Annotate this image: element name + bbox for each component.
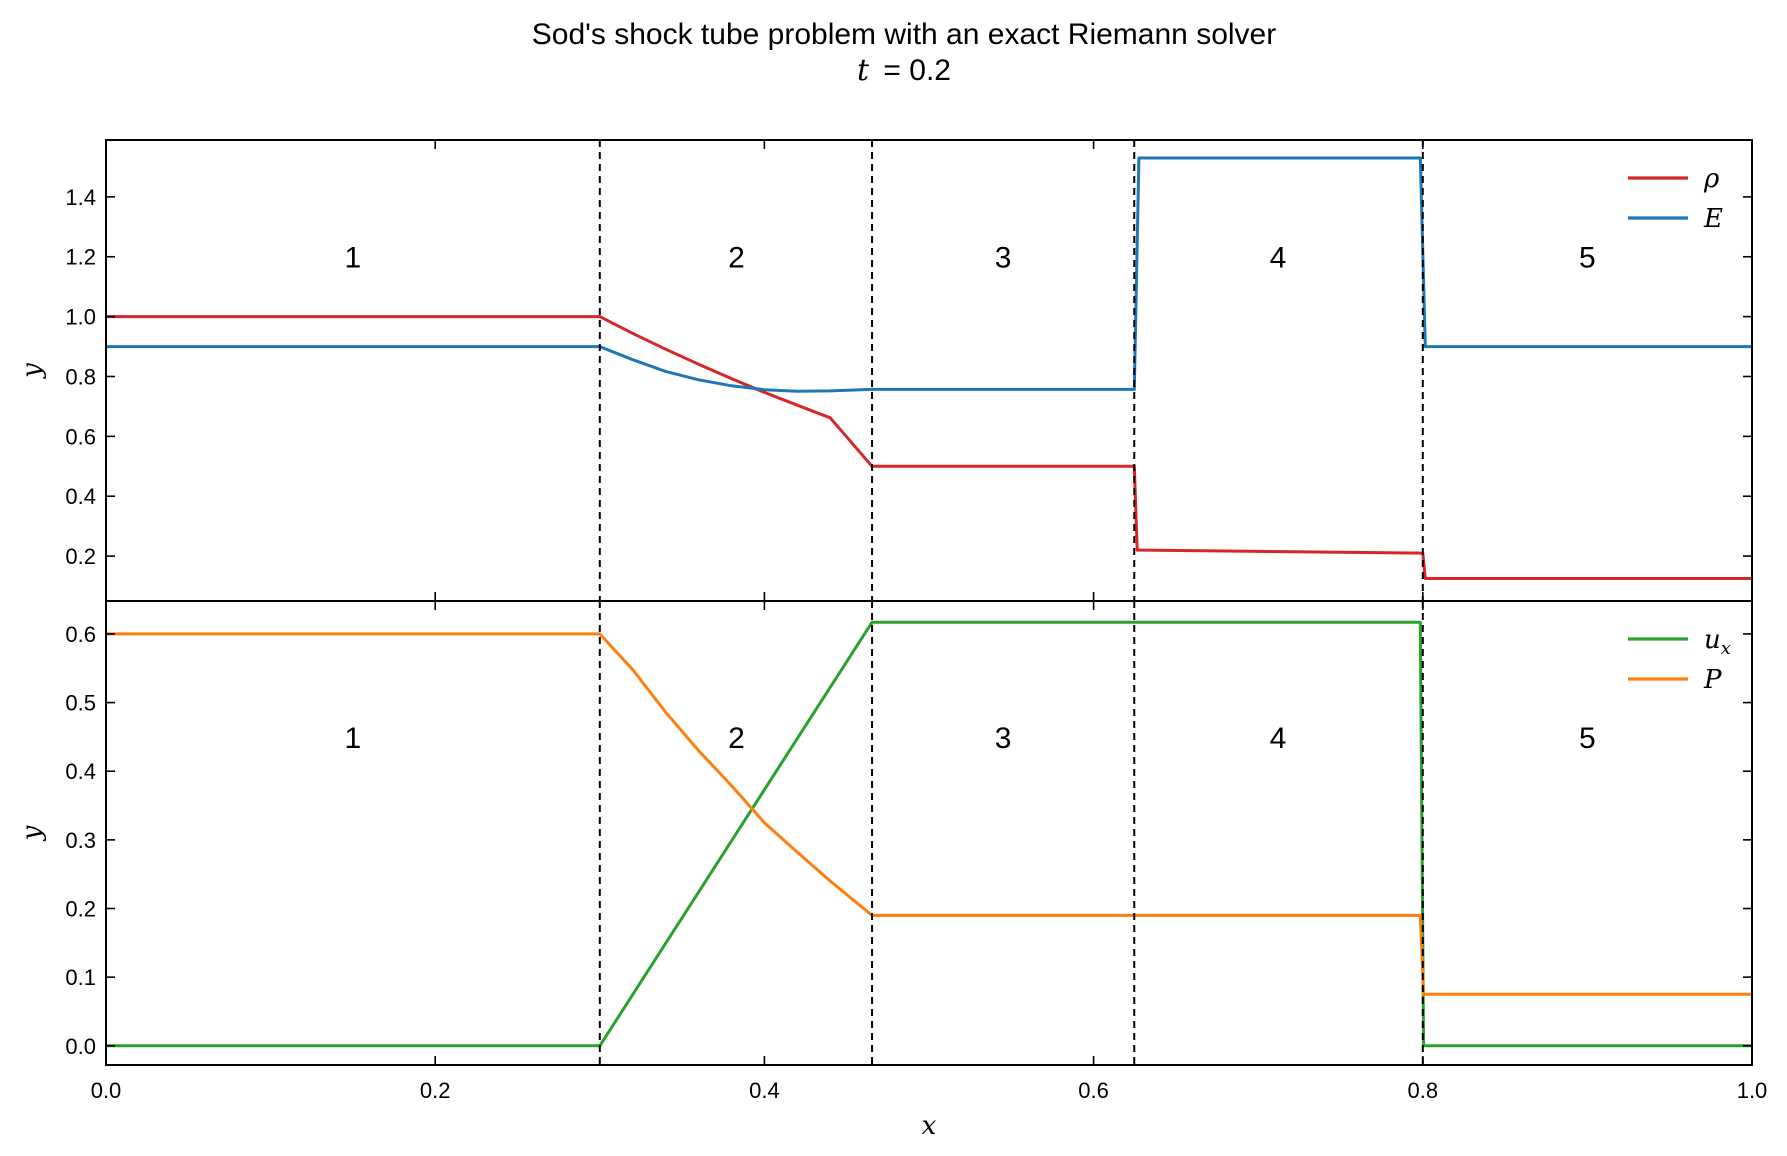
region-label-5: 5 bbox=[1579, 242, 1596, 275]
x-tick-label: 1.0 bbox=[1737, 1078, 1768, 1103]
series-line-P bbox=[106, 632, 1752, 996]
y-tick-label: 0.2 bbox=[65, 544, 96, 569]
legend: ux P bbox=[1628, 625, 1731, 695]
legend-label-E: E bbox=[1703, 204, 1723, 234]
y-tick-label: 0.1 bbox=[65, 965, 96, 990]
y-tick-label: 0.6 bbox=[65, 424, 96, 449]
legend-label-rho: ρ bbox=[1703, 164, 1720, 194]
y-tick-label: 1.4 bbox=[65, 185, 96, 210]
x-tick-label: 0.8 bbox=[1408, 1078, 1439, 1103]
y-tick-label: 0.8 bbox=[65, 364, 96, 389]
legend-label-ux: ux bbox=[1704, 625, 1731, 659]
x-tick-label: 0.0 bbox=[91, 1078, 122, 1103]
y-tick-label: 0.3 bbox=[65, 828, 96, 853]
panel-bottom: 0.0 0.1 0.2 0.3 0.4 0.5 0.6 y 1 2 3 4 5 ux P bbox=[17, 600, 1753, 1066]
series-line-ux bbox=[106, 620, 1752, 1048]
y-axis-label: y bbox=[17, 825, 47, 841]
legend-label-subscript: x bbox=[1721, 638, 1731, 659]
chart-subtitle: t = 0.2 bbox=[857, 53, 951, 88]
region-label-2: 2 bbox=[728, 722, 745, 755]
region-label-5: 5 bbox=[1579, 722, 1596, 755]
x-tick-label: 0.2 bbox=[420, 1078, 451, 1103]
y-tick-label: 0.2 bbox=[65, 897, 96, 922]
plot-area: 0.20.40.60.81.01.21.4y1 2 3 4 5ρE0.00.10.20.… bbox=[17, 139, 1768, 1103]
y-tick-label: 1.0 bbox=[65, 305, 96, 330]
region-label-3: 3 bbox=[995, 242, 1012, 275]
y-tick-label: 0.0 bbox=[65, 1034, 96, 1059]
subtitle-value: = 0.2 bbox=[883, 54, 951, 87]
y-axis-label: y bbox=[17, 363, 47, 379]
legend-label-P: P bbox=[1703, 665, 1722, 695]
chart-title: Sod's shock tube problem with an exact R… bbox=[532, 18, 1276, 51]
panel-frame-top bbox=[105, 139, 1753, 602]
x-tick-label: 0.4 bbox=[749, 1078, 780, 1103]
y-tick-label: 0.6 bbox=[65, 622, 96, 647]
region-label-4: 4 bbox=[1270, 242, 1287, 275]
x-tick-label: 0.6 bbox=[1078, 1078, 1109, 1103]
legend: ρE bbox=[1628, 164, 1723, 234]
x-axis-label: x bbox=[922, 1111, 937, 1141]
panel-frame-bottom bbox=[105, 600, 1753, 1066]
y-tick-label: 0.4 bbox=[65, 759, 96, 784]
region-label-1: 1 bbox=[345, 722, 362, 755]
y-tick-label: 1.2 bbox=[65, 245, 96, 270]
series-line-E bbox=[106, 156, 1752, 393]
y-tick-label: 0.4 bbox=[65, 484, 96, 509]
series-line-rho bbox=[106, 315, 1752, 580]
region-label-4: 4 bbox=[1270, 722, 1287, 755]
subtitle-variable: t bbox=[857, 53, 870, 88]
panel-top: 0.2 0.4 0.6 0.8 1.0 1.2 1.4 y 1 2 3 4 5 ρE bbox=[17, 139, 1753, 602]
y-tick-label: 0.5 bbox=[65, 691, 96, 716]
region-label-3: 3 bbox=[995, 722, 1012, 755]
region-label-2: 2 bbox=[728, 242, 745, 275]
region-label-1: 1 bbox=[345, 242, 362, 275]
